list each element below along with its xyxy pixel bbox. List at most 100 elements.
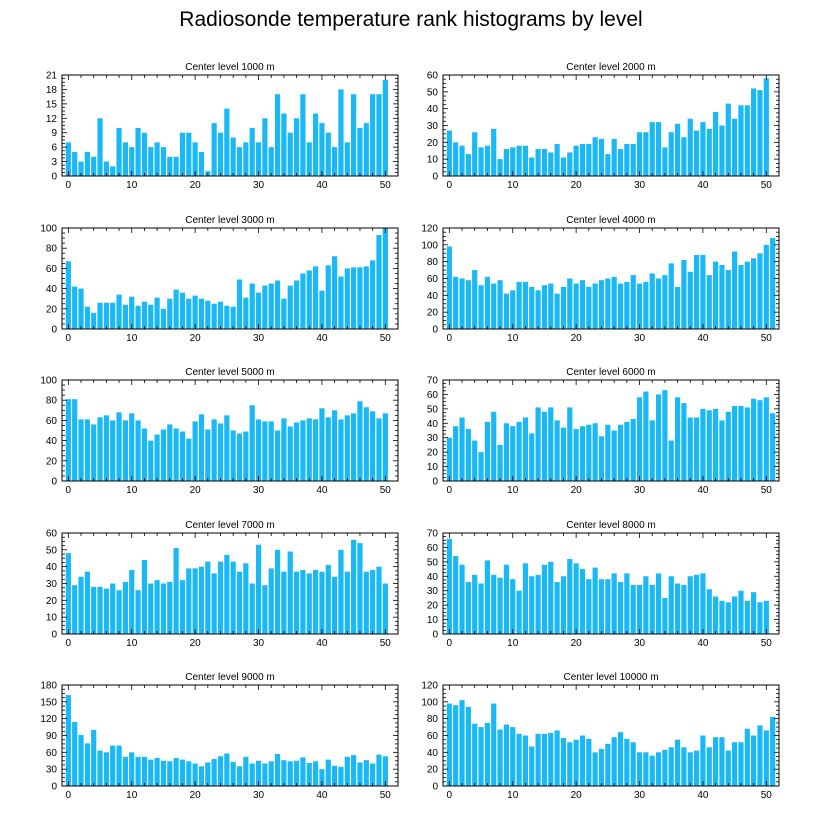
x-tick-label: 40 xyxy=(316,485,328,496)
x-tick-label: 0 xyxy=(66,333,72,344)
x-tick-label: 0 xyxy=(447,638,453,649)
histogram-bar xyxy=(510,147,516,176)
histogram-bar xyxy=(129,413,135,481)
histogram-bar xyxy=(198,566,205,634)
histogram-bar xyxy=(351,539,357,634)
histogram-bar xyxy=(103,588,109,634)
y-tick-label: 80 xyxy=(46,396,58,407)
histogram-bar xyxy=(573,283,579,329)
histogram-bar xyxy=(179,759,186,786)
y-tick-label: 60 xyxy=(427,390,439,401)
histogram-bar xyxy=(274,94,281,176)
y-tick-label: 9 xyxy=(51,128,57,139)
histogram-bar xyxy=(255,142,262,176)
histogram-bar xyxy=(274,754,281,786)
histogram-bar xyxy=(287,132,293,176)
histogram-bar xyxy=(541,564,548,634)
histogram-bar xyxy=(706,410,712,481)
y-tick-label: 40 xyxy=(427,104,439,115)
y-tick-label: 100 xyxy=(40,224,57,235)
histogram-bar xyxy=(516,733,522,786)
histogram-bar xyxy=(503,423,509,481)
histogram-bar xyxy=(636,584,643,634)
histogram-bar xyxy=(306,418,312,481)
histogram-bar xyxy=(459,700,465,786)
histogram-bar xyxy=(579,144,586,176)
x-tick-label: 20 xyxy=(571,638,583,649)
histogram-bar xyxy=(205,429,211,481)
histogram-bar xyxy=(459,564,465,634)
y-tick-label: 60 xyxy=(46,529,58,540)
histogram-bar xyxy=(357,127,363,176)
y-tick-label: 3 xyxy=(51,157,57,168)
histogram-bar xyxy=(135,590,141,634)
histogram-bar xyxy=(649,420,655,481)
histogram-bar xyxy=(300,570,306,634)
histogram-bar xyxy=(287,551,293,634)
figure-title: Radiosonde temperature rank histograms b… xyxy=(179,8,643,31)
histogram-bar xyxy=(236,147,243,176)
histogram-bar xyxy=(757,602,763,634)
histogram-bar xyxy=(281,298,287,329)
histogram-bar xyxy=(103,415,109,481)
y-tick-label: 0 xyxy=(432,477,438,488)
histogram-bar xyxy=(135,756,141,786)
histogram-bar xyxy=(344,756,350,786)
histogram-bar xyxy=(84,151,90,176)
histogram-bar xyxy=(706,747,712,786)
histogram-bar xyxy=(649,122,655,176)
panel-8: Center level 8000 m 0 10 20 30 40 50 0 10 20 30 40 5… xyxy=(427,520,780,649)
histogram-bar xyxy=(65,142,71,176)
x-tick-label: 40 xyxy=(697,638,709,649)
histogram-bar xyxy=(293,571,300,634)
histogram-bar xyxy=(382,756,388,786)
histogram-bar xyxy=(217,301,224,329)
histogram-bar xyxy=(674,123,681,176)
histogram-bar xyxy=(630,275,636,329)
histogram-bar xyxy=(529,746,535,786)
x-tick-label: 0 xyxy=(447,485,453,496)
histogram-bar xyxy=(205,762,211,786)
histogram-bar xyxy=(306,762,312,786)
y-tick-label: 0 xyxy=(51,172,57,183)
histogram-bar xyxy=(611,737,617,786)
histogram-bar xyxy=(738,105,744,176)
histogram-bar xyxy=(363,123,369,176)
histogram-bar xyxy=(287,285,293,329)
histogram-bar xyxy=(548,283,554,329)
histogram-bar xyxy=(97,302,103,329)
histogram-bar xyxy=(567,558,573,634)
histogram-bar xyxy=(732,742,738,786)
histogram-bar xyxy=(281,113,287,176)
y-tick-label: 80 xyxy=(46,244,58,255)
y-tick-label: 12 xyxy=(46,114,58,125)
y-tick-label: 60 xyxy=(46,416,58,427)
histogram-bar xyxy=(65,695,71,786)
histogram-bar xyxy=(510,727,516,786)
histogram-bar xyxy=(478,285,484,329)
histogram-bar xyxy=(243,563,249,634)
histogram-bar xyxy=(148,147,154,176)
x-tick-label: 30 xyxy=(634,180,646,191)
histogram-bar xyxy=(700,573,706,634)
histogram-bar xyxy=(97,417,103,481)
histogram-bar xyxy=(205,300,211,329)
histogram-bar xyxy=(300,94,306,176)
y-tick-label: 30 xyxy=(427,586,439,597)
histogram-bar xyxy=(713,408,719,481)
histogram-bar xyxy=(560,286,567,329)
histogram-bar xyxy=(192,295,198,329)
histogram-bar xyxy=(338,419,344,481)
histogram-bar xyxy=(319,123,325,176)
histogram-bar xyxy=(579,569,586,634)
histogram-bar xyxy=(236,766,243,786)
histogram-bar xyxy=(211,573,217,634)
histogram-bar xyxy=(668,747,674,786)
histogram-bar xyxy=(459,278,465,329)
histogram-bar xyxy=(586,738,592,786)
y-tick-label: 20 xyxy=(46,456,58,467)
histogram-bar xyxy=(770,413,776,481)
histogram-bar xyxy=(744,261,750,329)
histogram-bar xyxy=(160,308,167,329)
histogram-bar xyxy=(129,296,135,329)
